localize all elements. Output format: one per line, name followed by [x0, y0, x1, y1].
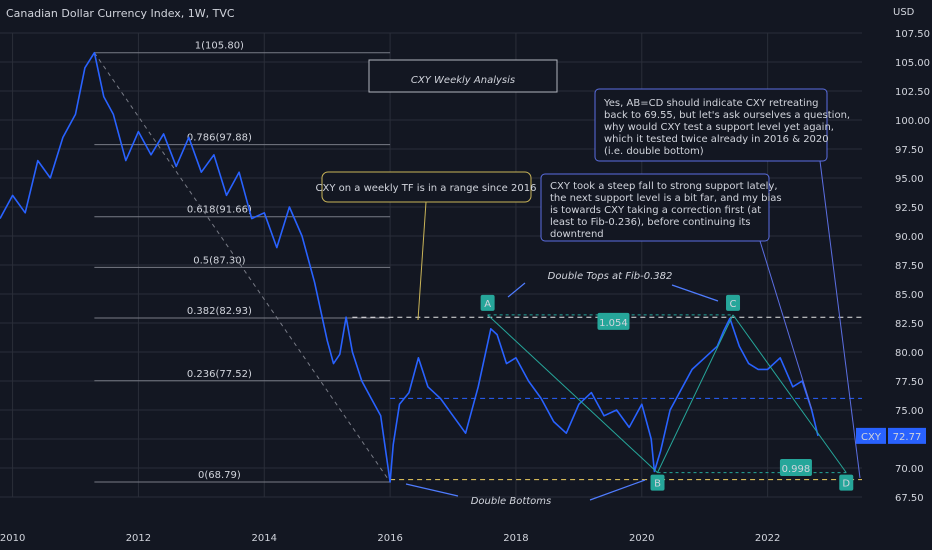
abcd-callout-line: back to 69.55, but let's ask ourselves a… — [604, 110, 850, 121]
fib-level-label: 0.786(97.88) — [187, 133, 252, 144]
correction-callout-line: the next support level is a bit far, and… — [550, 193, 782, 204]
range-callout-text: CXY on a weekly TF is in a range since 2… — [316, 183, 537, 194]
correction-callout-line: least to Fib-0.236), before continuing i… — [550, 217, 750, 228]
pattern-leg-line — [657, 314, 734, 473]
abcd-callout-line: why would CXY test a support level yet a… — [604, 122, 834, 133]
pattern-point-label: D — [842, 479, 850, 490]
y-tick-label: 70.00 — [895, 464, 924, 475]
y-tick-label: 77.50 — [895, 377, 924, 388]
fib-level-label: 0.618(91.66) — [187, 205, 252, 216]
callout-pointer — [417, 201, 427, 321]
currency-label: USD — [893, 7, 915, 18]
x-tick-label: 2018 — [503, 533, 528, 544]
abcd-callout-line: (i.e. double bottom) — [604, 146, 704, 157]
price-series-line[interactable] — [0, 51, 819, 483]
y-tick-label: 92.50 — [895, 203, 924, 214]
y-tick-label: 85.00 — [895, 290, 924, 301]
annotation-arrow — [589, 479, 646, 501]
y-tick-label: 90.00 — [895, 232, 924, 243]
fib-trend-line — [93, 52, 391, 483]
correction-callout-box — [540, 173, 770, 242]
correction-callout-line: downtrend — [550, 229, 604, 240]
ratio-badge-label: 0.998 — [782, 464, 811, 475]
x-tick-label: 2012 — [126, 533, 151, 544]
annotation-arrow — [405, 483, 459, 497]
x-tick-label: 2022 — [755, 533, 780, 544]
fib-level-label: 0.382(82.93) — [187, 306, 252, 317]
pattern-point-badge — [480, 294, 495, 311]
title-box — [368, 59, 558, 93]
abcd-callout-line: which it tested twice already in 2016 & … — [604, 134, 829, 145]
fib-level-label: 0(68.79) — [198, 470, 241, 481]
pattern-leg-line — [732, 314, 847, 473]
pattern-point-label: B — [654, 479, 661, 490]
symbol-tag-label: CXY — [861, 432, 882, 443]
pattern-point-label: C — [730, 299, 737, 310]
pattern-point-badge — [726, 294, 741, 311]
ratio-badge-label: 1.054 — [599, 318, 628, 329]
annotation-arrow — [671, 284, 719, 302]
double-bottoms-annotation: Double Bottoms — [471, 496, 552, 507]
fib-level-label: 0.5(87.30) — [193, 255, 245, 266]
y-tick-label: 105.00 — [895, 58, 930, 69]
y-tick-label: 67.50 — [895, 493, 924, 504]
y-tick-label: 95.00 — [895, 174, 924, 185]
correction-callout-line: is towards CXY taking a correction first… — [550, 205, 761, 216]
fib-level-label: 0.236(77.52) — [187, 369, 252, 380]
chart-header-title: Canadian Dollar Currency Index, 1W, TVC — [6, 7, 235, 20]
y-tick-label: 97.50 — [895, 145, 924, 156]
y-tick-label: 80.00 — [895, 348, 924, 359]
y-tick-label: 87.50 — [895, 261, 924, 272]
pattern-point-label: A — [484, 299, 491, 310]
range-callout-box — [321, 171, 532, 203]
last-price-tag — [888, 427, 926, 444]
x-tick-label: 2016 — [377, 533, 402, 544]
ratio-badge — [597, 312, 630, 330]
ratio-badge — [779, 459, 812, 476]
y-tick-label: 102.50 — [895, 87, 930, 98]
correction-callout-line: CXY took a steep fall to strong support … — [550, 181, 778, 192]
x-tick-label: 2010 — [0, 533, 25, 544]
pattern-leg-line — [487, 314, 658, 474]
fib-level-label: 1(105.80) — [195, 41, 244, 52]
pattern-point-badge — [650, 474, 665, 491]
callout-pointer — [759, 240, 813, 411]
x-tick-label: 2020 — [629, 533, 654, 544]
x-tick-label: 2014 — [252, 533, 277, 544]
abcd-callout-box — [594, 88, 828, 162]
y-tick-label: 100.00 — [895, 116, 930, 127]
pattern-point-badge — [839, 474, 854, 491]
y-tick-label: 82.50 — [895, 319, 924, 330]
callout-pointer — [819, 160, 861, 479]
annotation-arrow — [507, 282, 526, 298]
last-price-label: 72.77 — [893, 432, 922, 443]
y-tick-label: 75.00 — [895, 406, 924, 417]
symbol-tag — [856, 427, 886, 444]
abcd-callout-line: Yes, AB=CD should indicate CXY retreatin… — [603, 98, 819, 109]
chart-title: CXY Weekly Analysis — [411, 75, 515, 86]
y-tick-label: 107.50 — [895, 29, 930, 40]
double-tops-annotation: Double Tops at Fib-0.382 — [548, 271, 673, 282]
